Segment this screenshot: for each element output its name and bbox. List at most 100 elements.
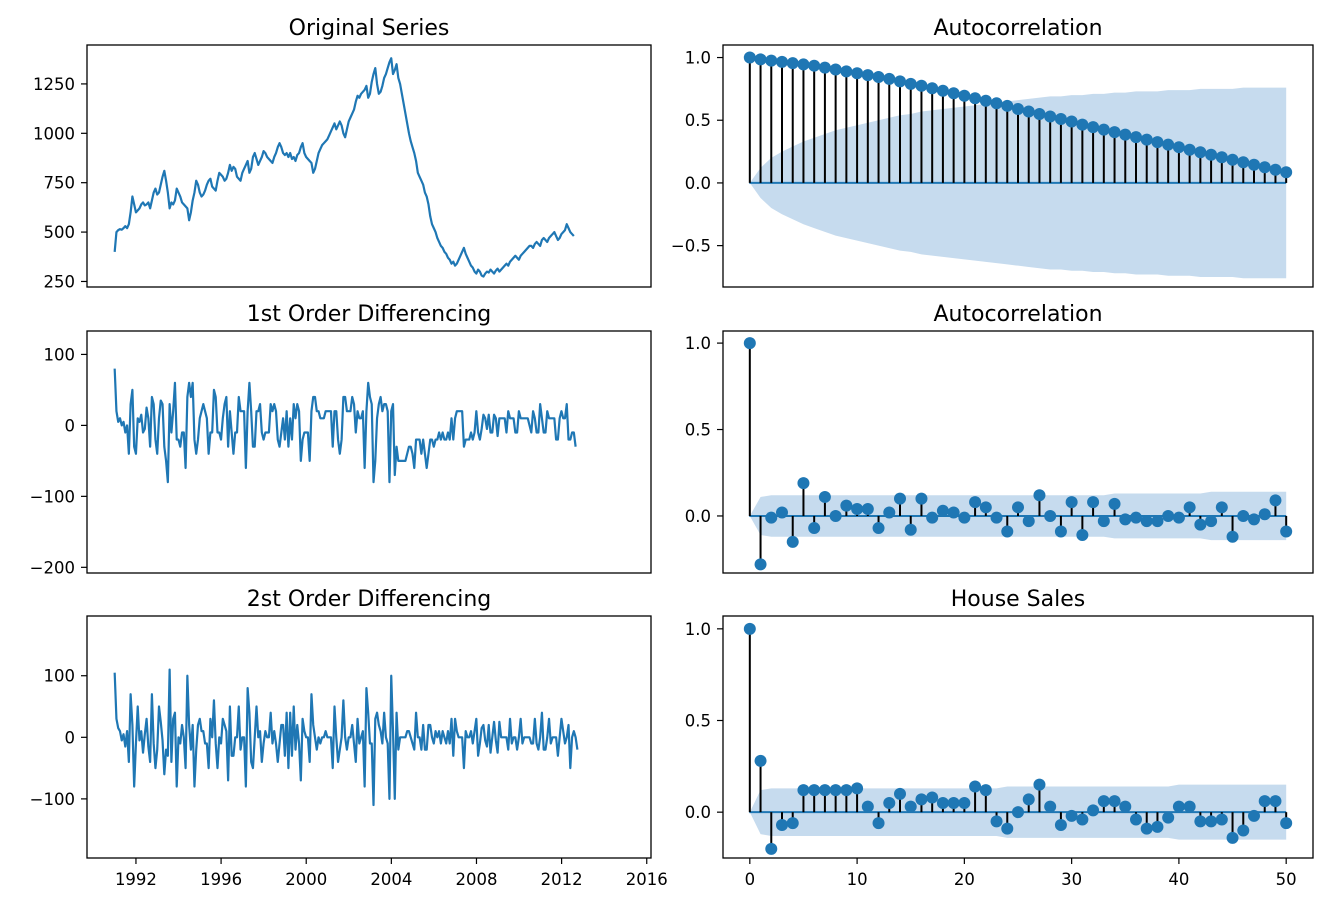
stem-marker [1130, 813, 1142, 826]
y-tick-label: −200 [30, 558, 75, 577]
stem-marker [861, 800, 874, 813]
x-tick-label: 1996 [200, 870, 242, 889]
stem-marker [1162, 811, 1175, 824]
stem-marker [1119, 513, 1132, 526]
stem-marker [1162, 138, 1175, 151]
x-tick-label: 20 [954, 870, 975, 889]
y-tick-label: 0.0 [685, 803, 711, 822]
y-tick-label: 1250 [33, 75, 75, 94]
stem-marker [1258, 795, 1271, 808]
x-tick-label: 2016 [626, 870, 668, 889]
stem-marker [840, 65, 853, 78]
stem-marker [1194, 815, 1207, 828]
stem-marker [1001, 525, 1014, 538]
stem-marker [1130, 511, 1142, 524]
stem-marker [947, 506, 960, 519]
y-tick-label: −100 [30, 790, 75, 809]
stem-marker [1065, 809, 1078, 822]
stem-marker [1269, 494, 1282, 507]
stem-marker [1194, 146, 1207, 159]
panel-house-sales: House Sales 0.0 0.5 1.0 0 10 20 30 40 50 [685, 587, 1314, 889]
stem-marker [915, 79, 928, 92]
stem-marker [797, 477, 810, 490]
x-tick-label: 30 [1061, 870, 1082, 889]
stem-marker [1097, 795, 1110, 808]
stem-marker [1076, 528, 1089, 541]
chart-title: Autocorrelation [933, 302, 1102, 327]
stem-marker [1130, 131, 1142, 144]
stem-marker [1172, 511, 1185, 524]
x-tick-label: 1992 [115, 870, 157, 889]
stem-marker [829, 784, 842, 797]
stem-marker [1237, 156, 1250, 169]
panel-first-order-differencing: 1st Order Differencing −200 −100 0 100 [30, 302, 652, 577]
stem-marker [765, 842, 778, 855]
stem-marker [1258, 161, 1271, 174]
stem-marker [958, 797, 971, 809]
stem-marker [1205, 515, 1218, 528]
stem-marker [1237, 509, 1250, 522]
x-tick-label: 50 [1276, 870, 1297, 889]
stem-marker [1140, 822, 1153, 835]
x-tick-label: 2008 [455, 870, 497, 889]
stem-marker [1076, 118, 1089, 131]
axes-frame [86, 330, 652, 574]
stem-marker [979, 94, 992, 107]
stem-marker [829, 509, 842, 522]
stem-marker [754, 53, 767, 66]
stem-marker [1205, 148, 1218, 161]
stem-marker [1022, 515, 1035, 528]
stem-marker [894, 492, 906, 505]
y-tick-label: 0.0 [685, 174, 711, 193]
stem-marker [1012, 102, 1024, 115]
stem-marker [1108, 795, 1121, 808]
stem-marker [1237, 824, 1250, 837]
stem-marker [904, 77, 917, 90]
stem-marker [894, 75, 906, 88]
stem-marker [861, 503, 874, 516]
stem-marker [743, 51, 756, 64]
x-tick-label: 2012 [541, 870, 583, 889]
stem-marker [851, 782, 864, 795]
stem-marker [1087, 496, 1100, 509]
stem-marker [1226, 153, 1239, 166]
stem-marker [818, 61, 831, 74]
panel-acf-original: Autocorrelation −0.5 0.0 0.5 1.0 [671, 16, 1314, 288]
stem-marker [1140, 515, 1153, 528]
stem-marker [969, 780, 982, 793]
axes-frame [722, 44, 1314, 288]
x-tick-label: 40 [1168, 870, 1189, 889]
stem-marker [1280, 817, 1293, 830]
stem-marker [1076, 813, 1089, 826]
stem-marker [1151, 820, 1164, 833]
stem-marker [1151, 136, 1164, 149]
stem-marker [1226, 530, 1239, 543]
stem-marker [936, 504, 949, 517]
stem-marker [915, 492, 928, 505]
stem-marker [797, 784, 810, 797]
stem-marker [1054, 112, 1067, 125]
stem-marker [808, 522, 821, 535]
stem-marker [979, 501, 992, 514]
stem-marker [1269, 795, 1282, 808]
x-tick-label: 0 [745, 870, 756, 889]
stem-marker [1248, 158, 1260, 171]
stem-marker [926, 511, 939, 524]
stem-marker [1258, 508, 1271, 521]
stem-marker [883, 72, 896, 85]
stem-marker [754, 558, 767, 571]
stem-marker [776, 55, 788, 68]
stem-marker [1119, 128, 1132, 141]
stem-marker [754, 754, 767, 767]
stem-marker [1065, 115, 1078, 128]
stem-marker [872, 70, 885, 83]
stem-marker [1012, 501, 1024, 514]
stem-marker [1140, 133, 1153, 146]
stem-marker [1215, 151, 1228, 164]
stem-marker [1108, 497, 1121, 510]
stem-marker [1151, 515, 1164, 528]
stem-marker [1280, 525, 1293, 538]
stem-marker [851, 67, 864, 80]
stem-marker [829, 63, 842, 76]
